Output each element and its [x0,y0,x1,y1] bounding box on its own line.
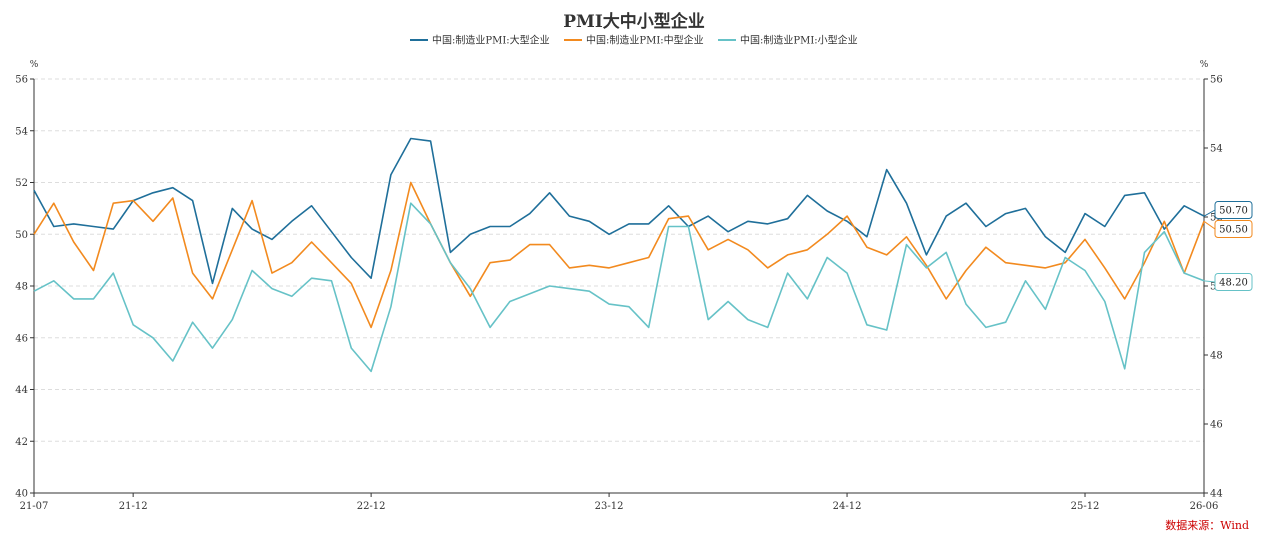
left-tick-label: 50 [15,230,28,241]
x-tick-label: 21-12 [119,501,148,512]
left-tick-label: 48 [15,282,28,293]
end-label-text: 50.50 [1219,225,1248,236]
left-tick-label: 42 [15,437,28,448]
end-label-text: 48.20 [1219,278,1248,289]
end-label-box [1214,220,1253,238]
left-tick-label: 46 [15,333,28,344]
right-tick-label: 56 [1210,75,1223,86]
x-tick-label: 25-12 [1071,501,1100,512]
right-tick-label: 48 [1210,351,1223,362]
end-label-connector [1203,220,1216,230]
series-line-3 [33,202,1205,373]
right-tick-label: 54 [1210,144,1223,155]
x-tick-label: 21-07 [20,501,49,512]
right-axis-unit: % [1200,60,1209,70]
end-label-1: 50.70 [1203,201,1253,219]
end-label-connector [1203,209,1216,217]
series-line-1 [33,137,1205,285]
left-tick-label: 52 [15,178,28,189]
x-tick-label: 23-12 [595,501,624,512]
left-tick-label: 40 [15,489,28,500]
end-label-2: 50.50 [1203,220,1253,238]
right-tick-label: 44 [1210,489,1223,500]
end-label-3: 48.20 [1203,273,1253,291]
right-tick-label: 46 [1210,420,1223,431]
end-label-box [1214,201,1253,219]
legend-item-1[interactable]: 中国:制造业PMI:大型企业 [410,34,550,47]
chart-title: PMI大中小型企业 [563,11,705,32]
grid-lines [34,78,1204,442]
left-tick-label: 44 [15,385,28,396]
x-tick-label: 24-12 [833,501,862,512]
series-line-2 [33,181,1205,329]
legend-item-2[interactable]: 中国:制造业PMI:中型企业 [564,34,704,47]
legend-label: 中国:制造业PMI:大型企业 [432,34,550,47]
end-label-text: 50.70 [1219,206,1248,217]
x-tick-label: 26-06 [1190,501,1219,512]
x-tick-label: 22-12 [357,501,386,512]
left-tick-label: 54 [15,126,28,137]
left-tick-label: 56 [15,75,28,86]
end-label-box [1214,273,1253,291]
end-value-labels: 50.70 50.50 48.20 [1203,201,1253,291]
legend-item-3[interactable]: 中国:制造业PMI:小型企业 [718,34,858,47]
legend-label: 中国:制造业PMI:小型企业 [740,34,858,47]
source-note: 数据来源：Wind [1165,518,1249,532]
left-axis-unit: % [30,60,39,70]
series-lines [33,137,1205,373]
legend-label: 中国:制造业PMI:中型企业 [586,34,704,47]
end-label-connector [1203,280,1216,283]
legend: 中国:制造业PMI:大型企业 中国:制造业PMI:中型企业 中国:制造业PMI:小型… [410,34,858,47]
